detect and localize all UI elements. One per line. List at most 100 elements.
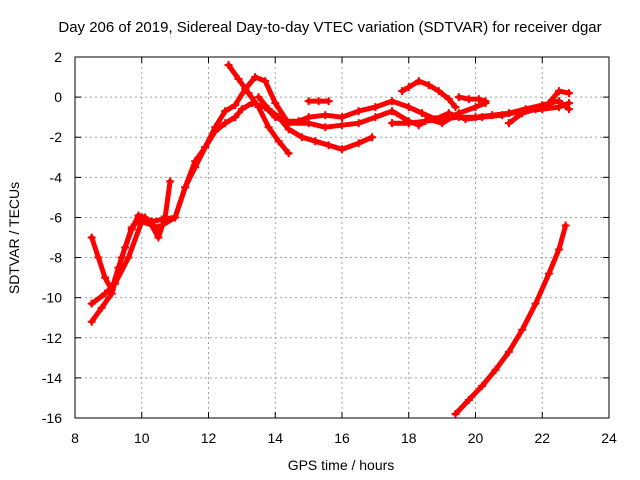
data-point — [157, 215, 166, 224]
y-tick-label: 0 — [54, 89, 62, 105]
y-tick-label: -16 — [42, 410, 62, 426]
data-point — [324, 141, 333, 150]
data-point — [254, 93, 263, 102]
data-point — [284, 149, 293, 158]
x-tick-label: 22 — [534, 430, 550, 446]
y-tick-label: -4 — [50, 169, 63, 185]
data-point — [107, 289, 116, 298]
data-point — [297, 133, 306, 142]
y-axis-label: SDTVAR / TECUs — [6, 182, 22, 294]
data-point — [464, 95, 473, 104]
data-point — [154, 223, 163, 232]
data-point — [371, 103, 380, 112]
x-tick-label: 18 — [401, 430, 417, 446]
data-point — [154, 233, 163, 242]
data-point — [87, 299, 96, 308]
data-point — [471, 103, 480, 112]
data-point — [264, 105, 273, 114]
data-point — [398, 87, 407, 96]
y-tick-label: -14 — [42, 370, 62, 386]
data-point — [181, 183, 190, 192]
data-point — [354, 107, 363, 116]
data-point — [87, 233, 96, 242]
data-point — [201, 143, 210, 152]
data-point — [544, 99, 553, 108]
y-tick-label: 2 — [54, 49, 62, 65]
data-point — [271, 99, 280, 108]
data-point — [404, 103, 413, 112]
data-point — [254, 103, 263, 112]
data-point — [504, 347, 513, 356]
series-arc-5 — [254, 93, 377, 154]
data-point — [338, 145, 346, 154]
data-point — [314, 97, 323, 106]
data-point — [444, 95, 453, 104]
data-point — [554, 87, 563, 96]
data-point — [124, 253, 133, 262]
x-tick-label: 14 — [267, 430, 283, 446]
data-point — [264, 123, 273, 132]
data-point — [531, 105, 540, 114]
data-point — [97, 303, 106, 312]
data-point — [544, 269, 553, 278]
data-point — [454, 113, 463, 122]
data-point — [471, 113, 480, 122]
series-line — [453, 223, 569, 417]
data-point — [488, 111, 497, 120]
data-point — [304, 97, 313, 106]
data-point — [354, 119, 363, 128]
data-point — [261, 77, 270, 86]
data-point — [454, 93, 463, 102]
series-arc-11 — [451, 221, 570, 418]
data-point — [388, 97, 397, 106]
data-point — [338, 121, 346, 130]
data-point — [137, 217, 146, 226]
data-point — [388, 119, 397, 128]
data-point — [251, 73, 260, 82]
x-axis-label: GPS time / hours — [288, 457, 395, 473]
data-point — [87, 317, 96, 326]
data-point — [111, 279, 120, 288]
data-point — [244, 89, 253, 98]
y-tick-label: -10 — [42, 290, 62, 306]
data-point — [231, 101, 240, 110]
data-point — [451, 409, 460, 418]
y-tick-label: -6 — [50, 209, 63, 225]
data-point — [561, 221, 570, 230]
x-tick-label: 8 — [71, 430, 79, 446]
data-point — [504, 109, 513, 118]
series-arc-10 — [504, 87, 573, 128]
series-arc-8 — [454, 93, 490, 106]
data-point — [451, 103, 460, 112]
data-point — [127, 223, 136, 232]
data-point — [424, 81, 433, 90]
data-point — [101, 273, 110, 282]
data-point — [354, 139, 363, 148]
x-tick-label: 16 — [334, 430, 350, 446]
series-line — [256, 94, 375, 152]
data-point — [284, 125, 293, 134]
axis-ticks: 8 10 12 14 16 18 20 22 24 -16 -14 -12 -10 -8 -6 -4 -2 0 2 — [42, 49, 617, 446]
data-point — [491, 365, 500, 374]
data-point — [224, 61, 233, 70]
y-tick-label: -2 — [50, 129, 63, 145]
data-point — [94, 253, 103, 262]
data-point — [231, 113, 240, 122]
data-point — [388, 107, 397, 116]
data-point — [414, 77, 423, 86]
data-point — [211, 127, 220, 136]
data-point — [518, 325, 527, 334]
data-point — [404, 119, 413, 128]
data-point — [304, 113, 313, 122]
data-point — [434, 87, 443, 96]
data-point — [311, 137, 320, 146]
data-point — [321, 123, 330, 132]
data-point — [324, 97, 333, 106]
data-point — [481, 97, 490, 106]
data-point — [531, 299, 540, 308]
data-point — [564, 105, 573, 114]
data-point — [166, 177, 175, 186]
data-point — [474, 95, 483, 104]
data-point — [117, 253, 126, 262]
x-tick-label: 12 — [201, 430, 217, 446]
